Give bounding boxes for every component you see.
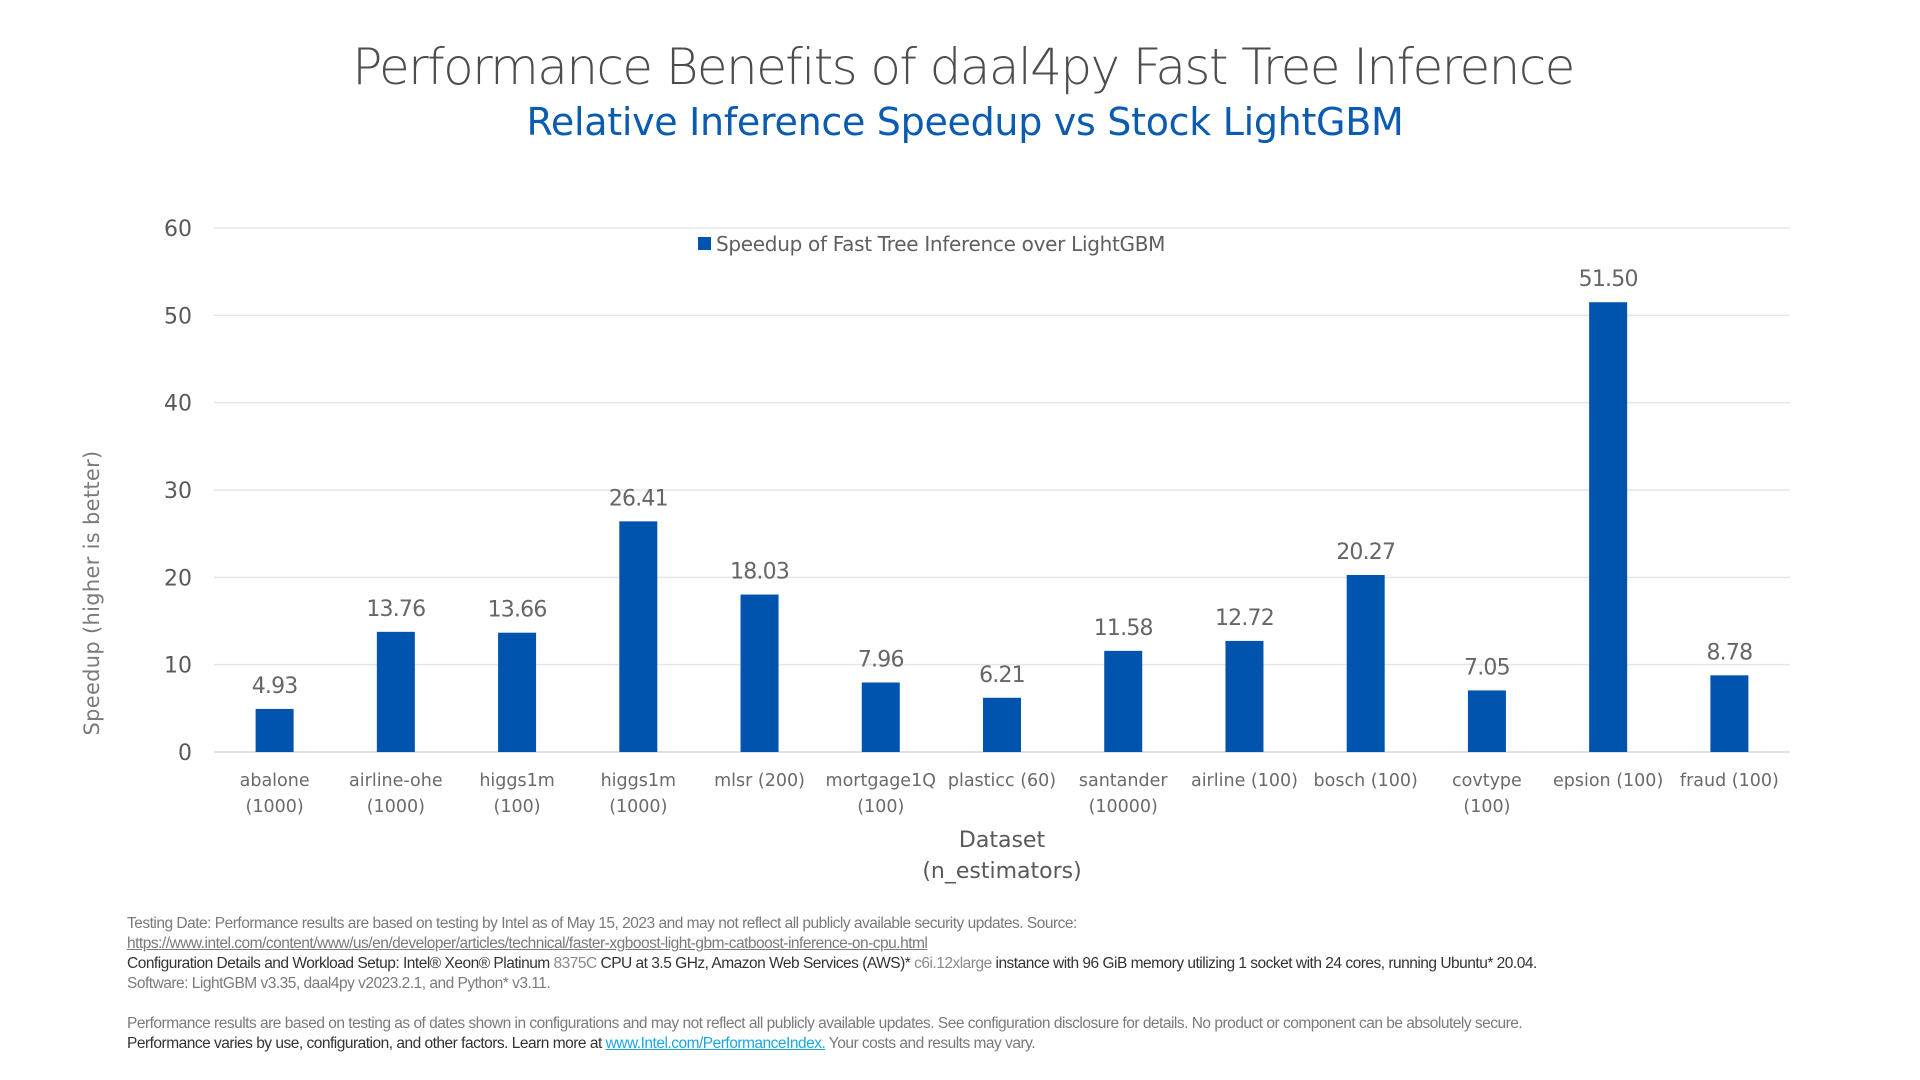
data-label: 11.58 [1094, 616, 1153, 641]
bar-10 [1467, 690, 1506, 752]
x-tick-label: (1000) [246, 797, 304, 817]
x-tick-label: airline (100) [1191, 771, 1298, 791]
disclaimer-note: Performance results are based on testing… [127, 1015, 1523, 1032]
legend-label: Speedup of Fast Tree Inference over Ligh… [716, 232, 1165, 256]
bar-6 [983, 697, 1021, 752]
y-tick-label: 10 [164, 654, 192, 679]
bar-11 [1589, 302, 1628, 752]
y-tick-label: 60 [164, 217, 192, 242]
y-axis-label: Speedup (higher is better) [80, 450, 104, 735]
data-label: 13.66 [488, 598, 547, 623]
x-tick-label: (100) [1463, 797, 1510, 817]
legend-swatch-icon [698, 237, 711, 250]
x-axis-label: Dataset [959, 828, 1046, 853]
config-instance: c6i.12xlarge [914, 955, 992, 972]
x-tick-label: mortgage1Q [826, 771, 936, 791]
legend: Speedup of Fast Tree Inference over Ligh… [698, 232, 1165, 256]
config-mid: CPU at 3.5 GHz, Amazon Web Services (AWS… [596, 955, 915, 972]
x-tick-label: mlsr (200) [714, 771, 805, 791]
y-tick-label: 30 [164, 479, 192, 504]
data-label: 12.72 [1215, 606, 1274, 631]
y-tick-label: 40 [164, 392, 192, 417]
config-cpu: 8375C [553, 955, 598, 972]
x-tick-label: higgs1m [601, 771, 676, 791]
data-label: 7.96 [858, 647, 904, 672]
bars [255, 302, 1749, 752]
x-tick-label: bosch (100) [1314, 771, 1418, 791]
config-note: Configuration Details and Workload Setup… [127, 954, 1537, 974]
x-tick-label: higgs1m [479, 771, 554, 791]
bar-0 [255, 708, 294, 752]
performance-index-link[interactable]: www.Intel.com/PerformanceIndex. [605, 1035, 826, 1052]
gridlines [214, 227, 1790, 753]
data-label: 6.21 [979, 663, 1025, 688]
bar-3 [619, 521, 658, 752]
chart-subtitle: Relative Inference Speedup vs Stock Ligh… [526, 100, 1404, 144]
y-tick-labels: 0 10 20 30 40 50 60 [164, 217, 192, 766]
perf-prefix: Performance varies by use, configuration… [127, 1035, 606, 1052]
data-label: 20.27 [1336, 540, 1395, 565]
performance-note: Performance varies by use, configuration… [127, 1034, 1537, 1054]
config-suffix: instance with 96 GiB memory utilizing 1 … [991, 955, 1537, 972]
x-tick-label: abalone [240, 771, 310, 791]
chart-title: Performance Benefits of daal4py Fast Tre… [352, 38, 1575, 96]
x-tick-labels: abalone (1000) airline-ohe (1000) higgs1m (10… [240, 771, 1779, 817]
data-label: 18.03 [730, 560, 789, 585]
bar-4 [740, 594, 779, 752]
x-axis-label-sub: (n_estimators) [922, 859, 1081, 884]
config-prefix: Configuration Details and Workload Setup… [127, 955, 554, 972]
bar-chart: 0 10 20 30 40 50 60 4.93 13.76 13.66 26.41 18.03 7.… [80, 217, 1790, 884]
testing-date-note: Testing Date: Performance results are ba… [127, 915, 1077, 932]
x-tick-label: airline-ohe [349, 771, 443, 791]
x-tick-label: (100) [494, 797, 541, 817]
x-tick-label: (100) [857, 797, 904, 817]
data-label: 51.50 [1579, 267, 1638, 292]
y-tick-label: 50 [164, 304, 192, 329]
x-tick-label: (10000) [1089, 797, 1158, 817]
source-link[interactable]: https://www.intel.com/content/www/us/en/… [127, 935, 928, 952]
data-label: 7.05 [1464, 655, 1510, 680]
bar-8 [1225, 640, 1264, 752]
bar-5 [861, 682, 900, 752]
data-label: 13.76 [366, 597, 425, 622]
x-tick-label: covtype [1452, 771, 1522, 791]
bar-9 [1346, 574, 1385, 752]
x-tick-label: plasticc (60) [948, 771, 1056, 791]
y-tick-label: 20 [164, 566, 192, 591]
x-tick-label: (1000) [609, 797, 667, 817]
x-tick-label: (1000) [367, 797, 425, 817]
data-label: 8.78 [1706, 640, 1752, 665]
data-label: 26.41 [609, 486, 668, 511]
x-tick-label: epsion (100) [1553, 771, 1663, 791]
x-tick-label: santander [1079, 771, 1168, 791]
software-note: Software: LightGBM v3.35, daal4py v2023.… [127, 975, 551, 992]
bar-2 [498, 632, 537, 752]
perf-suffix: Your costs and results may vary. [825, 1035, 1036, 1052]
data-label: 4.93 [252, 674, 298, 699]
footnotes: Testing Date: Performance results are ba… [127, 914, 1537, 1054]
y-tick-label: 0 [178, 741, 192, 766]
bar-1 [376, 631, 415, 752]
data-labels: 4.93 13.76 13.66 26.41 18.03 7.96 6.21 11.58 12.… [252, 267, 1753, 699]
x-tick-label: fraud (100) [1680, 771, 1779, 791]
bar-12 [1710, 675, 1749, 752]
bar-7 [1104, 650, 1143, 752]
